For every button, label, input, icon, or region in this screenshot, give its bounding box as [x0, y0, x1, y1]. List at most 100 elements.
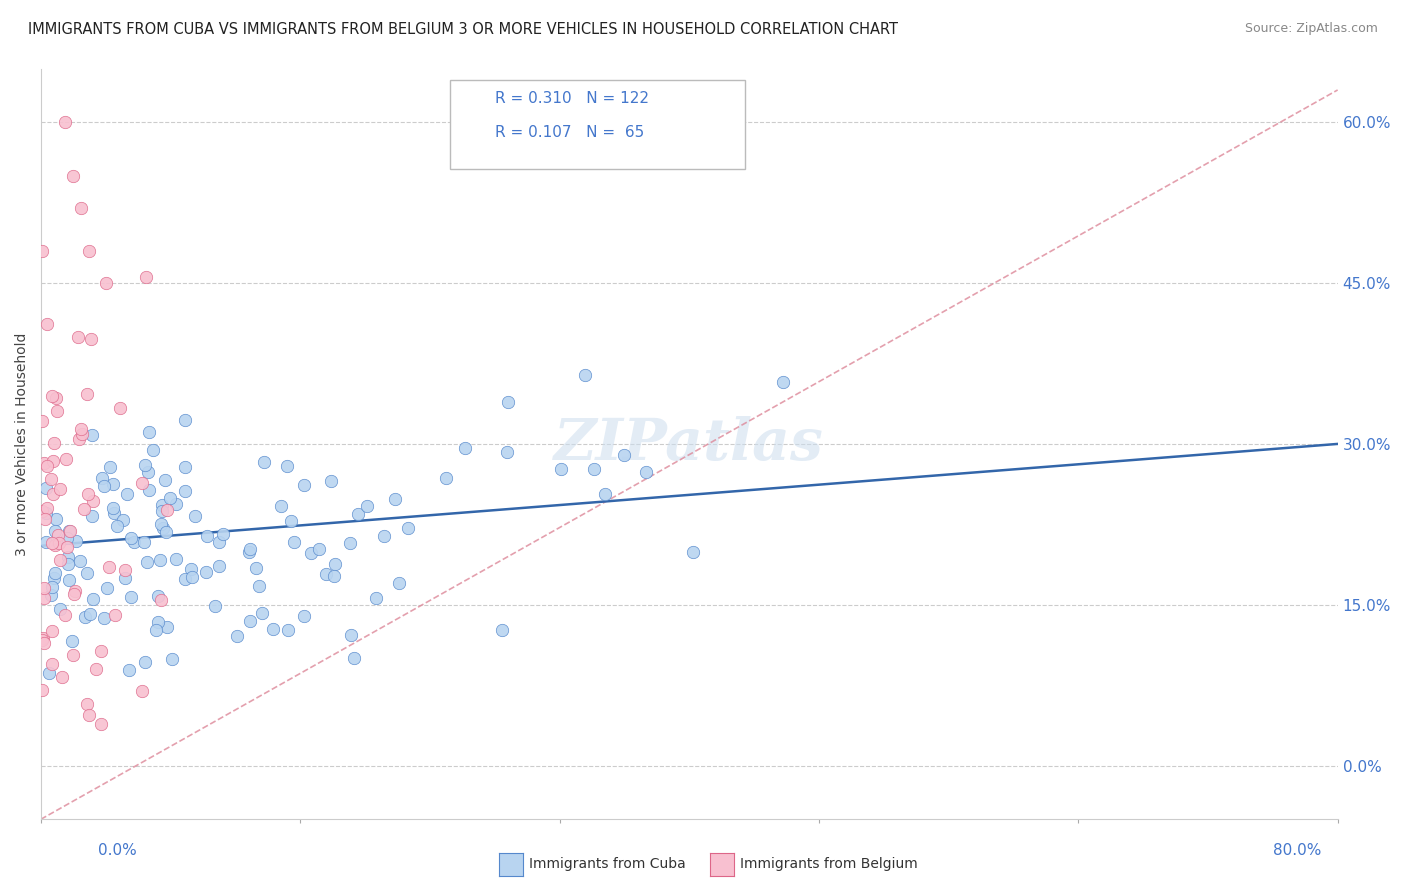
Point [34, 506, 56, 520]
Point [90, 644, 112, 658]
Point [299, 546, 322, 560]
Point [67, 330, 90, 344]
Point [131, 476, 153, 491]
Point [212, 527, 235, 541]
Point [53, 115, 76, 129]
Point [159, 491, 181, 505]
Point [146, 615, 169, 629]
Point [149, 516, 172, 531]
Point [239, 614, 262, 628]
Point [49, 482, 72, 496]
Point [138, 483, 160, 498]
Point [195, 565, 218, 579]
Point [70, 201, 93, 215]
Point [135, 270, 157, 285]
Point [56, 550, 79, 565]
Point [58, 524, 80, 538]
Point [45, 404, 67, 418]
Point [56, 540, 79, 554]
Point [103, 507, 125, 521]
Point [322, 569, 344, 583]
Point [34, 481, 56, 495]
Point [104, 608, 127, 623]
Point [173, 483, 195, 498]
Text: ZIPatlas: ZIPatlas [554, 416, 824, 472]
Text: IMMIGRANTS FROM CUBA VS IMMIGRANTS FROM BELGIUM 3 OR MORE VEHICLES IN HOUSEHOLD : IMMIGRANTS FROM CUBA VS IMMIGRANTS FROM … [28, 22, 898, 37]
Point [44, 524, 66, 538]
Point [67, 433, 90, 447]
Point [101, 476, 124, 491]
Point [82, 494, 104, 508]
Point [262, 622, 284, 636]
Point [93, 479, 115, 493]
Point [114, 563, 136, 577]
Point [204, 599, 226, 614]
Point [79, 244, 101, 258]
Point [48, 553, 70, 567]
Point [45, 391, 67, 405]
Point [34, 512, 56, 526]
Point [339, 536, 361, 550]
Point [323, 558, 346, 572]
Point [388, 576, 411, 591]
Point [90, 471, 112, 485]
Point [58, 573, 80, 587]
Point [491, 623, 513, 637]
Point [32, 456, 55, 470]
Text: Source: ZipAtlas.com: Source: ZipAtlas.com [1244, 22, 1378, 36]
Point [76, 487, 98, 501]
Point [308, 542, 330, 557]
Point [134, 458, 156, 473]
Point [247, 579, 270, 593]
Point [35, 501, 58, 516]
Point [75, 610, 97, 624]
Point [44, 538, 66, 552]
Point [136, 466, 159, 480]
Point [62, 648, 84, 662]
Point [51, 670, 73, 684]
Point [90, 717, 112, 731]
Point [86, 661, 108, 675]
Point [315, 567, 337, 582]
Point [276, 459, 298, 474]
Point [356, 499, 378, 513]
Point [135, 555, 157, 569]
Point [498, 394, 520, 409]
Point [41, 657, 63, 672]
Point [583, 462, 606, 476]
Point [115, 486, 138, 500]
Point [149, 553, 172, 567]
Point [80, 332, 103, 346]
Point [131, 683, 153, 698]
Point [150, 499, 173, 513]
Point [155, 524, 177, 539]
Point [56, 531, 79, 545]
Point [41, 389, 63, 403]
Point [160, 651, 183, 665]
Point [454, 441, 477, 455]
Point [120, 590, 142, 604]
Point [48, 602, 70, 616]
Point [174, 573, 197, 587]
Point [339, 628, 361, 642]
Point [32, 582, 55, 596]
Point [343, 651, 366, 665]
Point [118, 663, 141, 677]
Point [373, 529, 395, 543]
Point [42, 436, 65, 450]
Point [292, 478, 315, 492]
Point [173, 459, 195, 474]
Point [48, 536, 70, 550]
Point [62, 169, 84, 183]
Point [238, 545, 260, 559]
Point [76, 698, 98, 712]
Point [636, 466, 658, 480]
Point [93, 611, 115, 625]
Point [152, 521, 174, 535]
Point [174, 413, 197, 427]
Point [134, 655, 156, 669]
Point [101, 500, 124, 515]
Point [105, 518, 128, 533]
Point [153, 473, 176, 487]
Point [94, 276, 117, 290]
